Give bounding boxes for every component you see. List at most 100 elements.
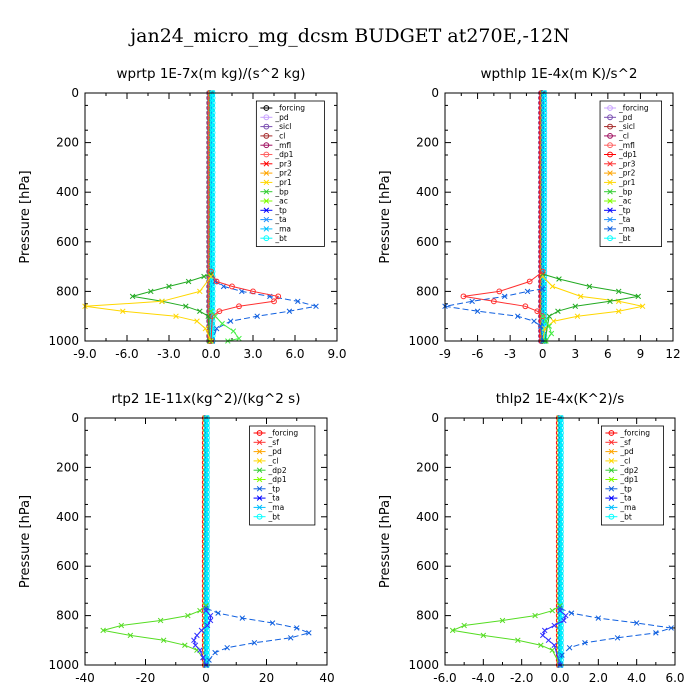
y-axis-label: Pressure [hPa] bbox=[378, 495, 393, 588]
legend-marker bbox=[263, 133, 270, 139]
y-axis-label: Pressure [hPa] bbox=[378, 170, 393, 263]
x-tick-label: -6 bbox=[472, 347, 484, 361]
series-line-pr1-curve bbox=[542, 276, 643, 342]
series-point bbox=[194, 318, 200, 324]
legend-label: _dp1 bbox=[268, 475, 287, 484]
series-point bbox=[182, 642, 188, 648]
legend-marker bbox=[263, 216, 270, 223]
series-point bbox=[183, 303, 189, 310]
series-point bbox=[557, 605, 563, 611]
legend-label: _mfl bbox=[618, 141, 635, 150]
legend-label: _sf bbox=[619, 438, 631, 447]
series-point bbox=[251, 640, 258, 646]
legend-label: _ta bbox=[618, 215, 630, 224]
x-tick-label: 2.0 bbox=[589, 671, 608, 685]
legend-label: _ta bbox=[274, 215, 286, 224]
x-tick-label: 3 bbox=[571, 347, 579, 361]
legend-label: _cl bbox=[268, 457, 279, 466]
series-point bbox=[531, 318, 537, 324]
legend-marker bbox=[608, 495, 615, 501]
series-point bbox=[541, 627, 548, 634]
chart-wprtp: wprtp 1E-7x(m kg)/(s^2 kg) Pressure [hPa]… bbox=[18, 66, 347, 361]
legend-label: _bp bbox=[274, 187, 289, 196]
legend-marker bbox=[607, 123, 613, 130]
series-point bbox=[286, 308, 293, 314]
legend-marker bbox=[256, 439, 263, 446]
series-line-dp1-curve bbox=[450, 605, 561, 666]
x-tick-label: 0.0 bbox=[201, 347, 220, 361]
series-line-tp-curve bbox=[205, 607, 311, 666]
x-tick-label: 3.0 bbox=[243, 347, 262, 361]
y-tick-label: 800 bbox=[416, 284, 439, 298]
y-tick-label: 200 bbox=[56, 460, 79, 474]
legend-marker bbox=[263, 170, 270, 176]
series-point bbox=[204, 622, 211, 629]
x-tick-label: -40 bbox=[75, 671, 95, 685]
series-point bbox=[212, 313, 218, 319]
y-tick-label: 200 bbox=[416, 460, 439, 474]
legend-marker bbox=[607, 105, 613, 111]
legend-label: _pr3 bbox=[274, 159, 292, 168]
series-point bbox=[633, 620, 640, 626]
series-point bbox=[460, 293, 467, 300]
series-point bbox=[546, 323, 552, 329]
series-line-bp-curve bbox=[542, 273, 639, 342]
chart-wpthlp: wpthlp 1E-4x(m K)/s^2 Pressure [hPa] 0 200 4… bbox=[378, 66, 681, 361]
y-tick-label: 1000 bbox=[408, 334, 439, 348]
series-point bbox=[313, 303, 319, 310]
legend-label: _ta bbox=[619, 494, 631, 503]
series-point bbox=[474, 308, 481, 314]
x-tick-label: 9 bbox=[637, 347, 645, 361]
series-point bbox=[514, 313, 521, 319]
series-point bbox=[229, 283, 235, 290]
chart-rtp2: rtp2 1E-11x(kg^2)/(kg^2 s) Pressure [hPa]… bbox=[18, 391, 335, 685]
series-point bbox=[198, 627, 205, 634]
series-point bbox=[212, 278, 218, 285]
legend-marker bbox=[256, 486, 263, 492]
legend-label: _dp2 bbox=[619, 466, 638, 475]
series-point bbox=[551, 622, 558, 629]
x-tick-label: 6.0 bbox=[285, 347, 304, 361]
legend-marker bbox=[607, 133, 613, 139]
legend-marker bbox=[256, 430, 263, 436]
figure-title: jan24_micro_mg_dcsm BUDGET at270E,-12N bbox=[128, 25, 570, 47]
legend-marker bbox=[607, 235, 613, 242]
series-point bbox=[160, 637, 167, 644]
series-point bbox=[499, 617, 506, 624]
series-point bbox=[197, 308, 203, 314]
legend-marker bbox=[263, 142, 270, 149]
series-point bbox=[203, 607, 209, 614]
series-point bbox=[539, 632, 546, 639]
y-tick-label: 200 bbox=[56, 136, 79, 150]
legend-label: _sicl bbox=[618, 122, 635, 131]
x-tick-label: -9.0 bbox=[73, 347, 96, 361]
legend-marker bbox=[256, 513, 263, 520]
series-point bbox=[191, 637, 197, 644]
legend: _forcing_pd_sicl_cl_mfl_dp1_pr3_pr2_pr1_… bbox=[599, 100, 662, 247]
legend-marker bbox=[263, 235, 270, 242]
legend-marker bbox=[256, 458, 263, 464]
series-line-tp-curve bbox=[444, 288, 544, 342]
legend-marker bbox=[263, 198, 270, 204]
x-tick-label: 4.0 bbox=[627, 671, 646, 685]
series-point bbox=[537, 323, 544, 329]
series-point bbox=[206, 657, 212, 663]
series-point bbox=[236, 335, 242, 342]
series-point bbox=[566, 644, 573, 651]
legend-marker bbox=[256, 448, 263, 455]
series-point bbox=[197, 607, 203, 614]
legend-label: _pd bbox=[619, 447, 634, 456]
series-point bbox=[635, 293, 642, 300]
series-point bbox=[100, 627, 106, 634]
legend-label: _pr1 bbox=[618, 178, 636, 187]
x-tick-label: 0 bbox=[202, 671, 210, 685]
series-point bbox=[275, 293, 282, 300]
series-point bbox=[120, 308, 126, 314]
legend-marker bbox=[608, 458, 615, 464]
legend-label: _forcing bbox=[618, 104, 649, 113]
legend-label: _ac bbox=[274, 197, 287, 206]
series-point bbox=[555, 308, 561, 314]
y-tick-label: 600 bbox=[56, 559, 79, 573]
x-tick-label: -6.0 bbox=[433, 671, 456, 685]
series-point bbox=[236, 303, 242, 310]
